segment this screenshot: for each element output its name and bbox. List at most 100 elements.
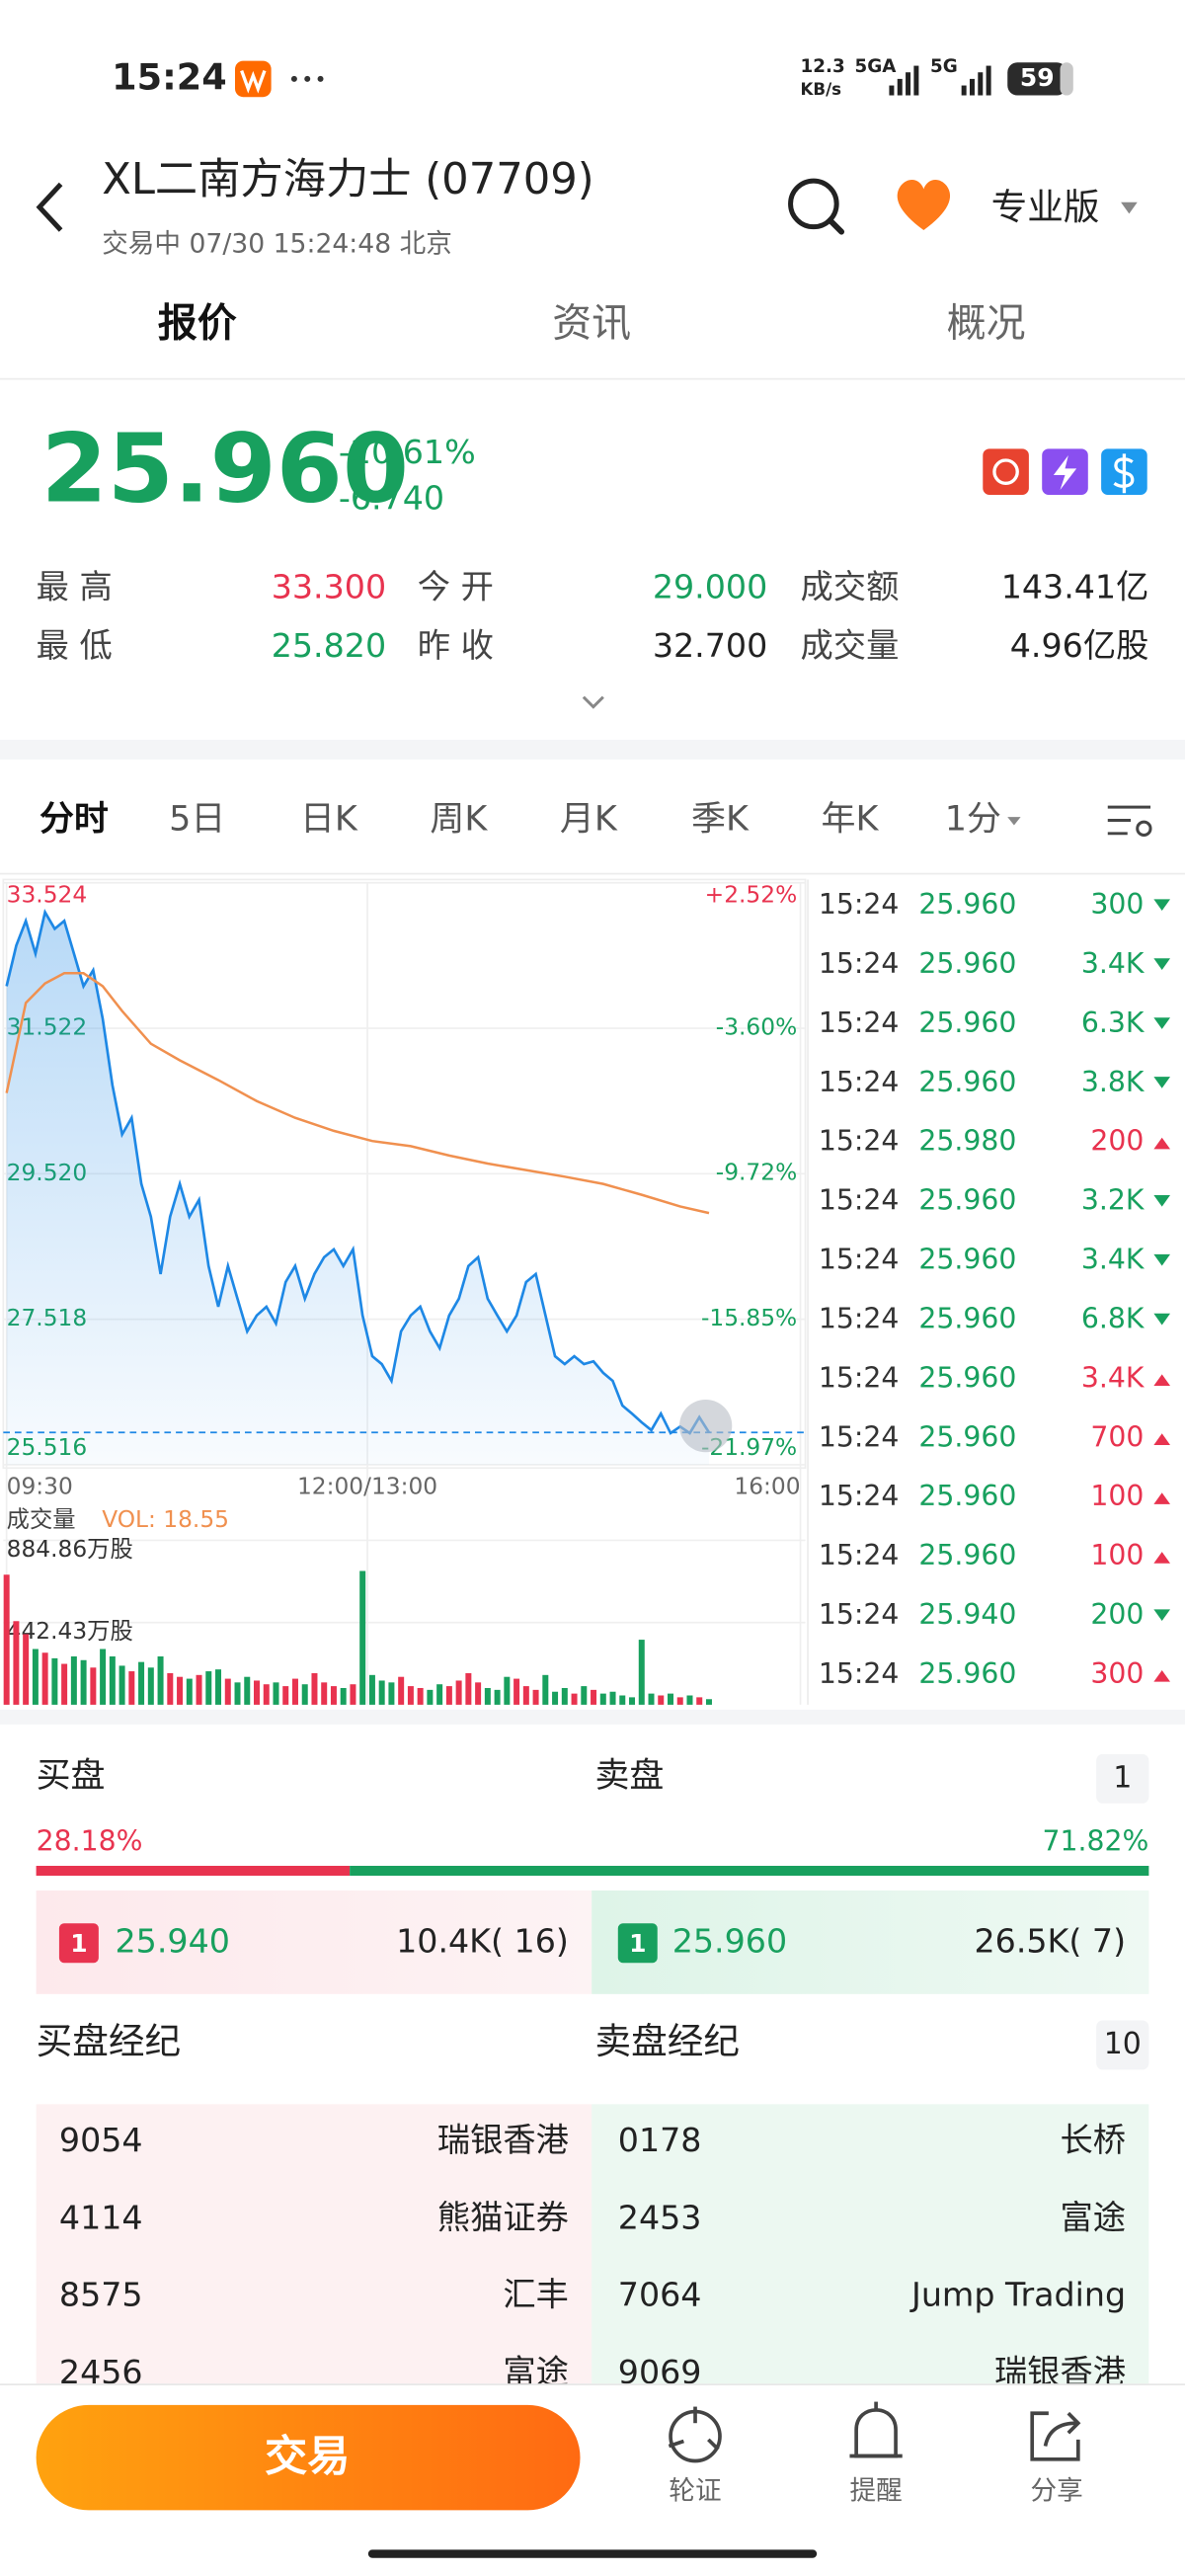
market-badges xyxy=(983,448,1147,495)
volume-bar xyxy=(109,1656,116,1705)
ask-size: 26.5K( 7) xyxy=(975,1922,1127,1961)
volume-bar xyxy=(465,1672,472,1705)
tab[interactable]: 报价 xyxy=(158,301,237,347)
broker-id: 8575 xyxy=(59,2276,143,2314)
chart-settings[interactable] xyxy=(1107,805,1152,837)
volume-bar xyxy=(263,1684,270,1705)
chart-tab[interactable]: 年K xyxy=(822,799,880,839)
divider xyxy=(0,377,1185,380)
pro-mode[interactable]: 专业版 xyxy=(991,186,1100,228)
bid-price: 25.940 xyxy=(116,1922,230,1961)
chart-tab[interactable]: 分时 xyxy=(40,799,109,839)
stat-label: 今 开 xyxy=(418,567,494,605)
last-price-marker xyxy=(679,1399,733,1453)
tick-volume: 3.4K xyxy=(1081,1244,1146,1276)
volume-bar xyxy=(23,1634,30,1705)
ask-panel xyxy=(592,1890,1149,1994)
volume-bar xyxy=(224,1678,231,1705)
chart-tab[interactable]: 季K xyxy=(691,799,750,839)
tick-time: 15:24 xyxy=(819,1480,900,1512)
divider xyxy=(0,872,1185,875)
broker-count-box[interactable] xyxy=(1096,2020,1149,2070)
y2-tick-label: -9.72% xyxy=(716,1160,797,1186)
tick-down-arrow xyxy=(1153,1253,1171,1266)
net-speed-unit: KB/s xyxy=(801,80,842,99)
volume-bar xyxy=(196,1674,202,1705)
volume-bar xyxy=(205,1671,212,1705)
volume-bar xyxy=(619,1695,626,1705)
volume-bar xyxy=(581,1686,588,1705)
tab[interactable]: 概况 xyxy=(947,301,1026,347)
x-tick-label: 09:30 xyxy=(7,1474,73,1500)
nav-label[interactable]: 轮证 xyxy=(669,2476,721,2507)
tick-volume: 3.4K xyxy=(1081,947,1146,980)
nav-label[interactable]: 分享 xyxy=(1031,2476,1083,2507)
volume-bar xyxy=(100,1649,107,1705)
volume-bar xyxy=(532,1689,539,1705)
ask-ratio: 71.82% xyxy=(1043,1825,1149,1858)
battery-level: 59 xyxy=(1020,63,1055,92)
level-count[interactable]: 1 xyxy=(1113,1760,1132,1795)
tab[interactable]: 资讯 xyxy=(552,301,631,347)
tick-time: 15:24 xyxy=(819,1302,900,1334)
volume-bar xyxy=(427,1689,434,1705)
trade-button[interactable] xyxy=(36,2404,581,2511)
volume-bar xyxy=(378,1680,385,1705)
level-box[interactable] xyxy=(1096,1753,1149,1804)
chart-tab[interactable]: 日K xyxy=(300,799,358,839)
volume-bar xyxy=(90,1667,97,1705)
bid-panel xyxy=(36,1890,592,1994)
net-speed: 12.3 xyxy=(801,56,845,77)
signal-2 xyxy=(961,65,991,96)
section-gap xyxy=(0,739,1185,760)
favorite-button[interactable] xyxy=(897,180,951,231)
volume-bar xyxy=(629,1697,636,1705)
ask-ratio-bar xyxy=(350,1866,1149,1876)
broker-count[interactable]: 10 xyxy=(1104,2027,1142,2061)
warrant-icon[interactable] xyxy=(668,2406,722,2463)
y2-tick-label: -15.85% xyxy=(701,1305,797,1331)
pro-caret[interactable] xyxy=(1121,201,1138,214)
tick-time: 15:24 xyxy=(819,1420,900,1453)
network-type: 5G xyxy=(930,56,958,77)
tick-price: 25.960 xyxy=(918,888,1016,921)
volume-bar xyxy=(177,1676,184,1705)
tick-down-arrow xyxy=(1153,1609,1171,1622)
volume-bar xyxy=(51,1657,58,1705)
chart-tab[interactable]: 5日 xyxy=(169,799,225,839)
tick-up-arrow xyxy=(1153,1433,1171,1445)
volume-bar xyxy=(138,1661,145,1705)
period-caret[interactable] xyxy=(1007,817,1021,826)
chart-tab[interactable]: 周K xyxy=(430,799,488,839)
volume-bar xyxy=(234,1682,241,1705)
chart-tab[interactable]: 1分 xyxy=(945,799,1001,839)
volume-title: 成交量 xyxy=(7,1506,76,1533)
y-tick-label: 33.524 xyxy=(7,882,88,909)
ask-price: 25.960 xyxy=(672,1922,787,1961)
tick-price: 25.980 xyxy=(918,1125,1016,1158)
trade-label[interactable]: 交易 xyxy=(265,2432,351,2481)
expand-chevron[interactable] xyxy=(582,695,604,709)
volume-bar xyxy=(3,1574,10,1705)
volume-bar xyxy=(359,1570,366,1705)
ask-title: 卖盘 xyxy=(594,1756,664,1796)
tick-volume: 3.4K xyxy=(1081,1361,1146,1394)
tick-down-arrow xyxy=(1153,1077,1171,1088)
share-icon[interactable] xyxy=(1030,2411,1081,2461)
tick-time: 15:24 xyxy=(819,1539,900,1571)
chart-tab[interactable]: 月K xyxy=(560,799,618,839)
alert-icon[interactable] xyxy=(849,2401,903,2458)
last-price: 25.960 xyxy=(41,412,409,523)
volume-bar xyxy=(494,1689,501,1705)
back-button[interactable] xyxy=(36,182,63,232)
volume-bar xyxy=(167,1672,174,1705)
bid-broker-panel xyxy=(36,2104,592,2387)
stat-label: 昨 收 xyxy=(418,626,494,665)
volume-bar xyxy=(70,1656,77,1705)
tick-up-arrow xyxy=(1153,1552,1171,1564)
search-button[interactable] xyxy=(788,178,845,235)
nav-label[interactable]: 提醒 xyxy=(849,2476,902,2507)
volume-bar xyxy=(475,1682,482,1705)
tick-up-arrow xyxy=(1153,1669,1171,1682)
tick-volume: 3.2K xyxy=(1081,1184,1146,1217)
